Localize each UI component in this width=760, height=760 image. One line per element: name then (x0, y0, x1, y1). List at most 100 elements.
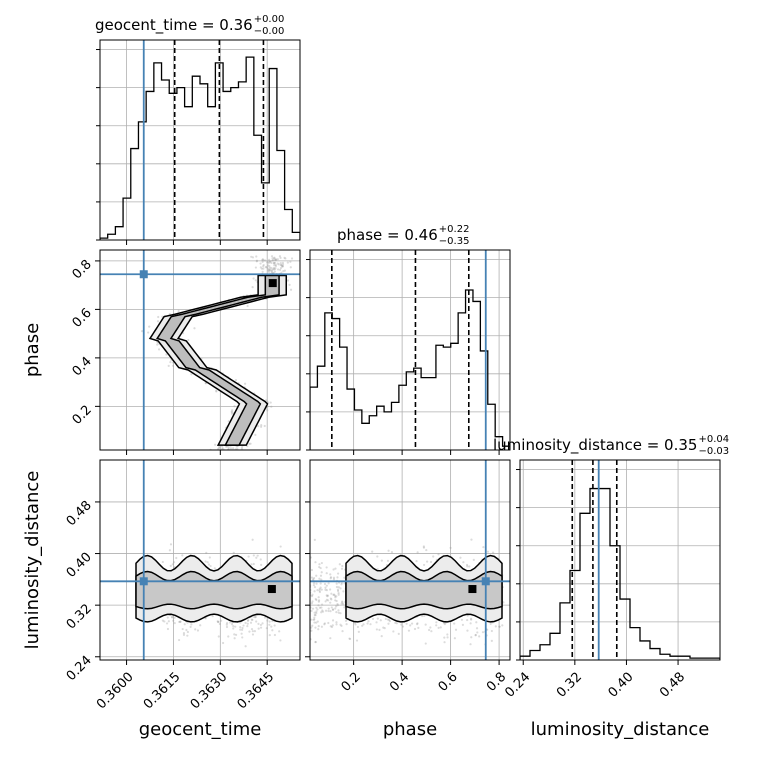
sample-point (234, 633, 238, 636)
sample-point (489, 622, 492, 625)
sample-point (315, 612, 318, 615)
y-tick-label: 0.6 (70, 306, 95, 331)
sample-point (320, 561, 323, 565)
sample-point (266, 261, 269, 264)
sample-point (267, 268, 271, 271)
sample-point (214, 443, 217, 446)
sample-point (382, 626, 385, 629)
sample-point (270, 270, 273, 273)
sample-point (334, 567, 337, 570)
sample-point (332, 576, 336, 579)
sample-point (190, 623, 193, 626)
sample-point (157, 348, 161, 351)
sample-point (271, 629, 274, 632)
sample-point (326, 599, 330, 602)
hist-step-line (310, 289, 510, 450)
sample-point (267, 261, 270, 265)
sample-point (315, 574, 318, 577)
sample-point (217, 620, 220, 624)
sample-point (264, 266, 267, 269)
sample-point (249, 442, 252, 445)
sample-point (413, 627, 417, 631)
sample-point (213, 567, 216, 570)
hist-bin (560, 603, 570, 660)
sample-point (312, 578, 315, 581)
sample-point (284, 257, 287, 260)
sample-point (272, 266, 276, 269)
sample-point (186, 634, 189, 637)
sample-point (177, 309, 180, 313)
y-axis-label-phase: phase (22, 323, 43, 377)
sample-point (167, 620, 170, 623)
hist-bin (362, 423, 369, 450)
sample-point (204, 560, 207, 563)
sample-point (215, 390, 218, 393)
hist-bin (650, 649, 660, 660)
panel-title-geocent_time: geocent_time = 0.36 (95, 16, 253, 35)
hist-bin (231, 88, 239, 240)
sample-point (156, 343, 159, 346)
hist-bin (285, 210, 293, 240)
sample-point (261, 260, 264, 264)
sample-point (482, 546, 485, 549)
sample-point (313, 585, 317, 589)
sample-point (469, 617, 473, 620)
hist-bars (520, 460, 720, 660)
sample-point (272, 261, 275, 265)
sample-point (246, 622, 249, 625)
hist-bin (200, 84, 208, 240)
y-tick-label: 0.40 (64, 550, 95, 581)
sample-point (218, 622, 221, 626)
sample-point (241, 628, 244, 631)
sample-point (460, 618, 464, 621)
x-tick-label: 0.3600 (94, 670, 137, 713)
sample-point (470, 538, 473, 541)
sample-point (249, 621, 253, 624)
sample-point (466, 614, 469, 617)
sample-point (429, 560, 433, 564)
sample-point (289, 266, 292, 269)
sample-point (416, 622, 419, 625)
sample-point (332, 578, 336, 581)
hist-bin (429, 378, 436, 450)
hist-panel-geocent_time: geocent_time = 0.36 +0.00−0.00 (95, 14, 301, 245)
sample-point (289, 288, 293, 291)
y-tick-label: 0.2 (70, 403, 95, 428)
sample-point (268, 620, 271, 623)
sample-point (335, 599, 338, 603)
sample-point (320, 571, 323, 574)
sample-point (407, 629, 411, 632)
sample-point (329, 625, 332, 628)
sample-point (233, 633, 236, 636)
sample-point (310, 576, 314, 579)
sample-point (425, 548, 428, 552)
sample-point (344, 619, 348, 623)
hist-bin (310, 387, 317, 450)
sample-point (261, 258, 264, 261)
sample-point (324, 586, 327, 589)
sample-point (269, 260, 272, 263)
sample-point (273, 257, 276, 260)
sample-point (315, 582, 318, 585)
sample-point (312, 582, 316, 585)
hist-bin (254, 135, 262, 240)
sample-point (329, 588, 332, 591)
sample-point (475, 627, 479, 630)
sample-point (240, 447, 244, 450)
sample-point (205, 551, 208, 554)
sample-point (273, 263, 276, 267)
sample-point (262, 263, 265, 267)
sample-point (443, 636, 446, 639)
sample-point (194, 628, 197, 631)
sample-point (476, 631, 479, 634)
sample-point (290, 257, 294, 260)
sample-point (207, 563, 211, 566)
hist-bin (108, 234, 116, 240)
sample-point (321, 610, 325, 613)
sample-point (271, 257, 274, 260)
sample-point (262, 265, 265, 268)
sample-point (181, 627, 184, 631)
sample-point (254, 615, 257, 618)
sample-point (329, 610, 332, 613)
